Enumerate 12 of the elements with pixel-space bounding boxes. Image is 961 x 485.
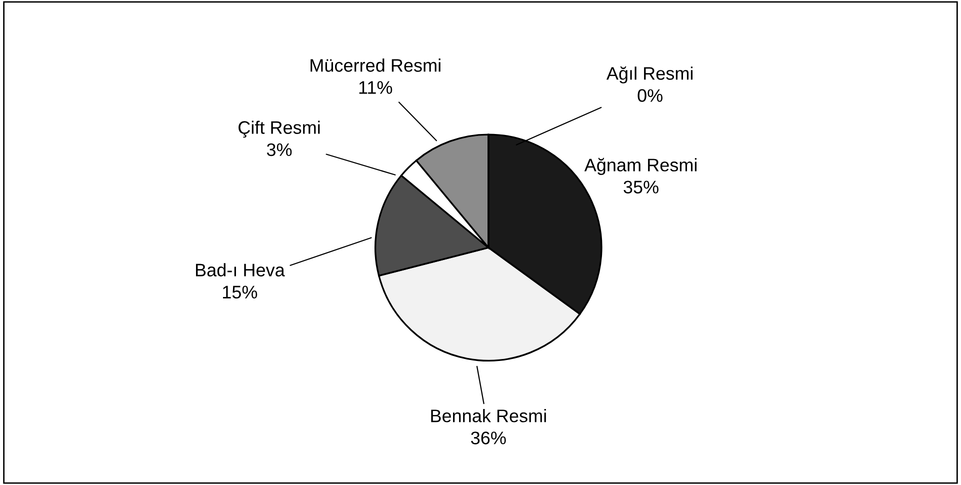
- text: 0%: [638, 89, 662, 102]
- slice-label: Çift Resmi: [238, 120, 320, 138]
- slice-label: Ağnam Resmi: [584, 158, 697, 175]
- data-label: 35%: [624, 180, 658, 194]
- data-label: 36%: [471, 432, 506, 444]
- slice-label: Bennak Resmi: [431, 409, 546, 422]
- data-label: 15%: [223, 286, 258, 299]
- slice-label: Bad-ı Heva: [196, 263, 285, 276]
- slice-label: Mücerred Resmi: [310, 58, 440, 72]
- data-label: 11%: [359, 81, 392, 94]
- data-label: 3%: [266, 143, 292, 156]
- category-label: Ağıl Resmi: [606, 66, 693, 84]
